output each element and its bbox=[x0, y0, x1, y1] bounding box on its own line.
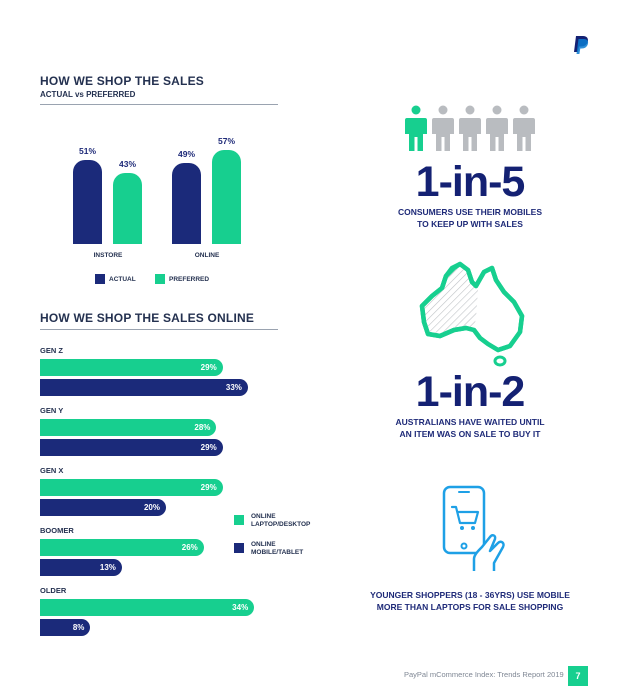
stat1-caption-line2: TO KEEP UP WITH SALES bbox=[417, 219, 523, 229]
legend-laptop-line1: ONLINE bbox=[251, 513, 276, 520]
bar-label-online-actual: 49% bbox=[177, 149, 195, 160]
hbar-gen-z-laptop: 29% bbox=[40, 359, 223, 376]
hbar-boomer-laptop: 26% bbox=[40, 539, 204, 556]
people-row bbox=[404, 105, 544, 155]
section1-divider bbox=[40, 104, 278, 105]
actual-vs-preferred-chart: 51% 43% INSTORE 49% 57% ONLINE bbox=[0, 0, 300, 300]
person-icon bbox=[404, 105, 428, 158]
legend-laptop-label: ONLINE LAPTOP/DESKTOP bbox=[251, 513, 310, 528]
stat1-caption-line1: CONSUMERS USE THEIR MOBILES bbox=[397, 207, 543, 217]
section1-subtitle: ACTUAL vs PREFERRED bbox=[40, 90, 136, 99]
online-by-generation-chart: GEN Z 29% 33% GEN Y 28% 29% GEN X 29% 20% BOOMER 2… bbox=[0, 0, 300, 692]
bar-label-instore-preferred: 43% bbox=[118, 159, 136, 170]
bar-online-actual bbox=[172, 163, 201, 244]
hbar-label: 13% bbox=[99, 563, 116, 572]
hbar-gen-z-mobile: 33% bbox=[40, 379, 248, 396]
phone-cart-icon bbox=[442, 485, 505, 571]
category-label-online: ONLINE bbox=[194, 252, 220, 259]
legend-mobile-swatch bbox=[234, 543, 244, 553]
hbar-label: 8% bbox=[72, 623, 85, 632]
footer-text: PayPal mCommerce Index: Trends Report 20… bbox=[404, 670, 564, 679]
legend-mobile-label: ONLINE MOBILE/TABLET bbox=[251, 541, 303, 556]
paypal-logo-icon bbox=[574, 36, 589, 54]
generation-label-gen-z: GEN Z bbox=[40, 346, 63, 355]
legend-preferred-swatch bbox=[155, 274, 165, 284]
hbar-older-laptop: 34% bbox=[40, 599, 255, 616]
generation-label-gen-x: GEN X bbox=[40, 466, 64, 475]
stat2-value: 1-in-2 bbox=[415, 368, 526, 416]
bar-label-instore-actual: 51% bbox=[78, 145, 96, 156]
hbar-label: 29% bbox=[200, 443, 217, 452]
hbar-label: 33% bbox=[225, 383, 242, 392]
stat2-caption-line2: AN ITEM WAS ON SALE TO BUY IT bbox=[399, 429, 541, 439]
stat3-caption-line1: YOUNGER SHOPPERS (18 - 36YRS) USE MOBILE bbox=[370, 590, 570, 600]
hbar-label: 29% bbox=[200, 483, 217, 492]
hbar-label: 26% bbox=[181, 543, 198, 552]
hbar-label: 20% bbox=[143, 503, 160, 512]
generation-label-gen-y: GEN Y bbox=[40, 406, 64, 415]
hbar-label: 28% bbox=[194, 423, 211, 432]
hbar-gen-x-mobile: 20% bbox=[40, 499, 166, 516]
legend-laptop-line2: LAPTOP/DESKTOP bbox=[251, 520, 311, 528]
bar-online-preferred bbox=[212, 149, 241, 244]
stat3-caption-line2: MORE THAN LAPTOPS FOR SALE SHOPPING bbox=[376, 602, 564, 612]
generation-label-boomer: BOOMER bbox=[40, 526, 74, 535]
section1-title: HOW WE SHOP THE SALES bbox=[40, 74, 204, 88]
legend-mobile-line1: ONLINE bbox=[251, 541, 276, 548]
bar-instore-actual bbox=[73, 159, 102, 244]
generation-label-older: OLDER bbox=[40, 586, 67, 595]
person-icon bbox=[458, 105, 482, 158]
hbar-label: 34% bbox=[232, 603, 249, 612]
legend-preferred-label: PREFERRED bbox=[169, 276, 210, 283]
stat2-caption: AUSTRALIANS HAVE WAITED UNTIL AN ITEM WA… bbox=[340, 416, 600, 440]
bar-instore-preferred bbox=[113, 173, 142, 244]
stat2-caption-line1: AUSTRALIANS HAVE WAITED UNTIL bbox=[395, 417, 545, 427]
bar-label-online-preferred: 57% bbox=[217, 135, 235, 146]
hbar-boomer-mobile: 13% bbox=[40, 559, 122, 576]
hbar-label: 29% bbox=[200, 363, 217, 372]
legend-actual-swatch bbox=[95, 274, 105, 284]
hbar-gen-x-laptop: 29% bbox=[40, 479, 223, 496]
category-label-instore: INSTORE bbox=[93, 252, 123, 259]
section2-divider bbox=[40, 329, 278, 330]
legend-actual-label: ACTUAL bbox=[109, 276, 136, 283]
page-number: 7 bbox=[568, 666, 588, 686]
legend-mobile-line2: MOBILE/TABLET bbox=[251, 548, 304, 556]
hbar-older-mobile: 8% bbox=[40, 619, 91, 636]
hbar-gen-y-mobile: 29% bbox=[40, 439, 223, 456]
stat1-value: 1-in-5 bbox=[415, 158, 526, 206]
person-icon bbox=[512, 105, 536, 158]
person-icon bbox=[485, 105, 509, 158]
australia-map-icon bbox=[419, 261, 525, 367]
stat3-caption: YOUNGER SHOPPERS (18 - 36YRS) USE MOBILE… bbox=[330, 589, 610, 613]
hbar-gen-y-laptop: 28% bbox=[40, 419, 217, 436]
stat1-caption: CONSUMERS USE THEIR MOBILES TO KEEP UP W… bbox=[340, 206, 600, 230]
section2-title: HOW WE SHOP THE SALES ONLINE bbox=[40, 311, 255, 325]
legend-laptop-swatch bbox=[234, 515, 244, 525]
person-icon bbox=[431, 105, 455, 158]
